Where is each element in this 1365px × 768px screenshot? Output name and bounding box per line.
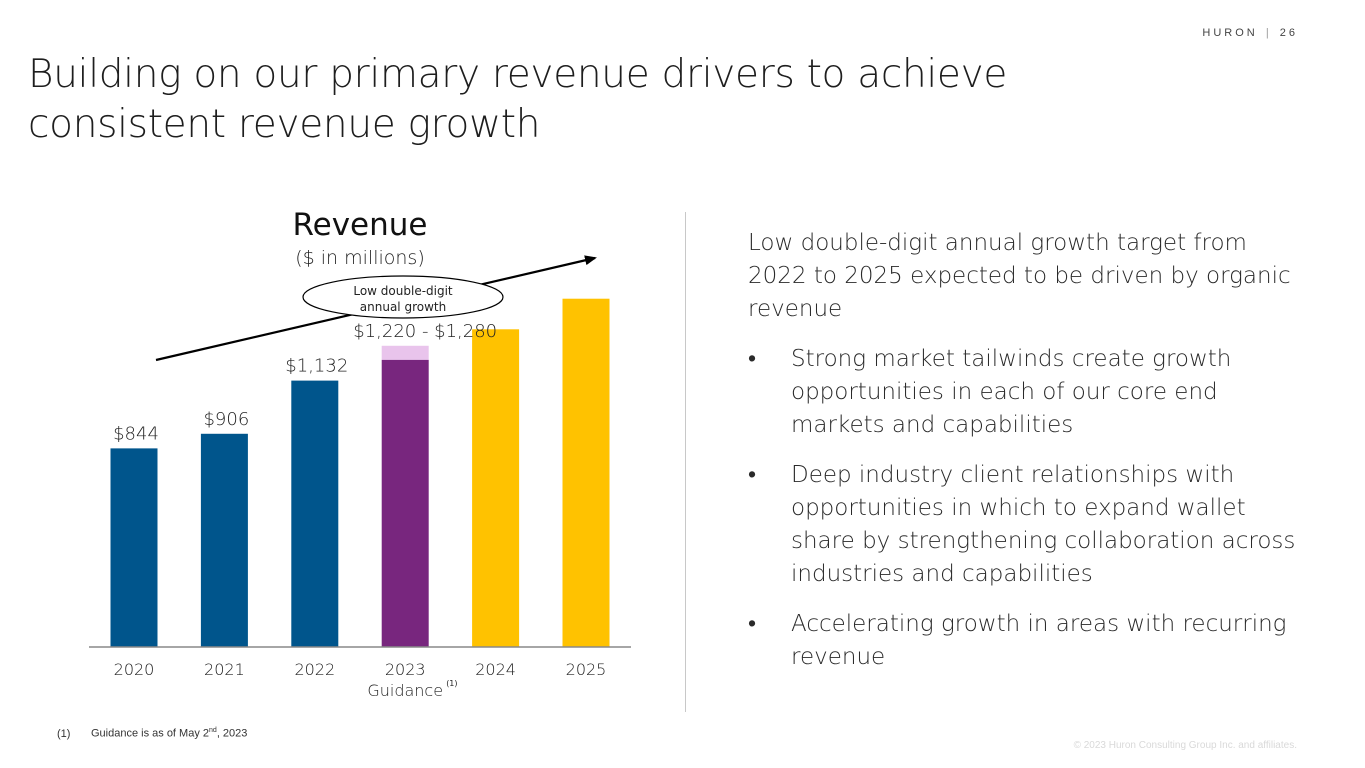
data-label-2023: $1,220 - $1,280 <box>353 321 497 342</box>
bar-2025 <box>562 298 610 647</box>
x-tick-label-2021: 2021 <box>204 660 245 679</box>
bullet-text: Deep industry client relationships with … <box>791 462 1296 587</box>
x-tick-label-2024: 2024 <box>475 660 516 679</box>
brand-name: HURON <box>1202 27 1258 39</box>
x-tick-label-2022: 2022 <box>294 660 335 679</box>
vertical-divider <box>685 212 686 712</box>
bar-range-2023 <box>381 345 429 360</box>
copyright: © 2023 Huron Consulting Group Inc. and a… <box>1073 740 1297 751</box>
page-title: Building on our primary revenue drivers … <box>28 50 1128 150</box>
intro-text: Low double-digit annual growth target fr… <box>748 230 1291 322</box>
footnote-text: Guidance is as of May 2 <box>91 727 210 740</box>
bullet-text: Accelerating growth in areas with recurr… <box>791 611 1287 670</box>
bars-group <box>110 298 610 647</box>
bar-2024 <box>472 329 520 647</box>
annotation-text-line-2: annual growth <box>360 300 446 314</box>
right-panel: Low double-digit annual growth target fr… <box>748 227 1308 691</box>
data-label-2021: $906 <box>203 409 249 430</box>
bullet-item: • Accelerating growth in areas with recu… <box>748 608 1308 674</box>
footnote: (1) Guidance is as of May 2nd, 2023 <box>57 727 247 740</box>
x-tick-sublabel: Guidance <box>367 681 443 700</box>
bar-2023 <box>381 359 429 647</box>
x-tick-sublabel-superscript: (1) <box>446 679 457 688</box>
header-brand: HURON | 26 <box>1202 27 1298 39</box>
brand-separator: | <box>1265 27 1272 39</box>
page-number: 26 <box>1279 27 1298 39</box>
data-label-2020: $844 <box>113 423 159 444</box>
x-tick-labels: 2020 2021 2022 2023 Guidance (1) 2024 2025 <box>114 660 607 700</box>
revenue-chart: Revenue ($ in millions) Low double-digit… <box>89 207 631 700</box>
bar-2021 <box>200 433 248 647</box>
bar-2020 <box>110 448 158 647</box>
page-title-line-1: Building on our primary revenue drivers … <box>28 52 1008 97</box>
chart-title: Revenue <box>292 207 427 243</box>
footnote-text-end: , 2023 <box>216 727 248 740</box>
footnote-superscript: nd <box>209 727 217 734</box>
x-tick-label-2025: 2025 <box>566 660 607 679</box>
chart-subtitle: ($ in millions) <box>295 247 425 269</box>
labels-group: $844 $906 $1,132$1,220 - $1,280 <box>113 321 497 445</box>
data-label-2022: $1,132 <box>285 356 348 377</box>
annotation-ellipse <box>302 275 504 319</box>
bullet-list: • Strong market tailwinds create growth … <box>748 343 1308 674</box>
page-title-line-2: consistent revenue growth <box>28 102 541 147</box>
x-tick-label-2020: 2020 <box>114 660 155 679</box>
footnote-mark: (1) <box>57 727 71 740</box>
bullet-item: • Deep industry client relationships wit… <box>748 459 1308 591</box>
bullet-dot: • <box>748 611 757 637</box>
bullet-dot: • <box>748 346 757 372</box>
bar-2022 <box>291 380 339 647</box>
bullet-text: Strong market tailwinds create growth op… <box>791 346 1232 438</box>
annotation-text-line-1: Low double-digit <box>353 284 453 298</box>
x-tick-label-2023: 2023 <box>385 660 426 679</box>
bullet-dot: • <box>748 462 757 488</box>
bullet-item: • Strong market tailwinds create growth … <box>748 343 1308 442</box>
